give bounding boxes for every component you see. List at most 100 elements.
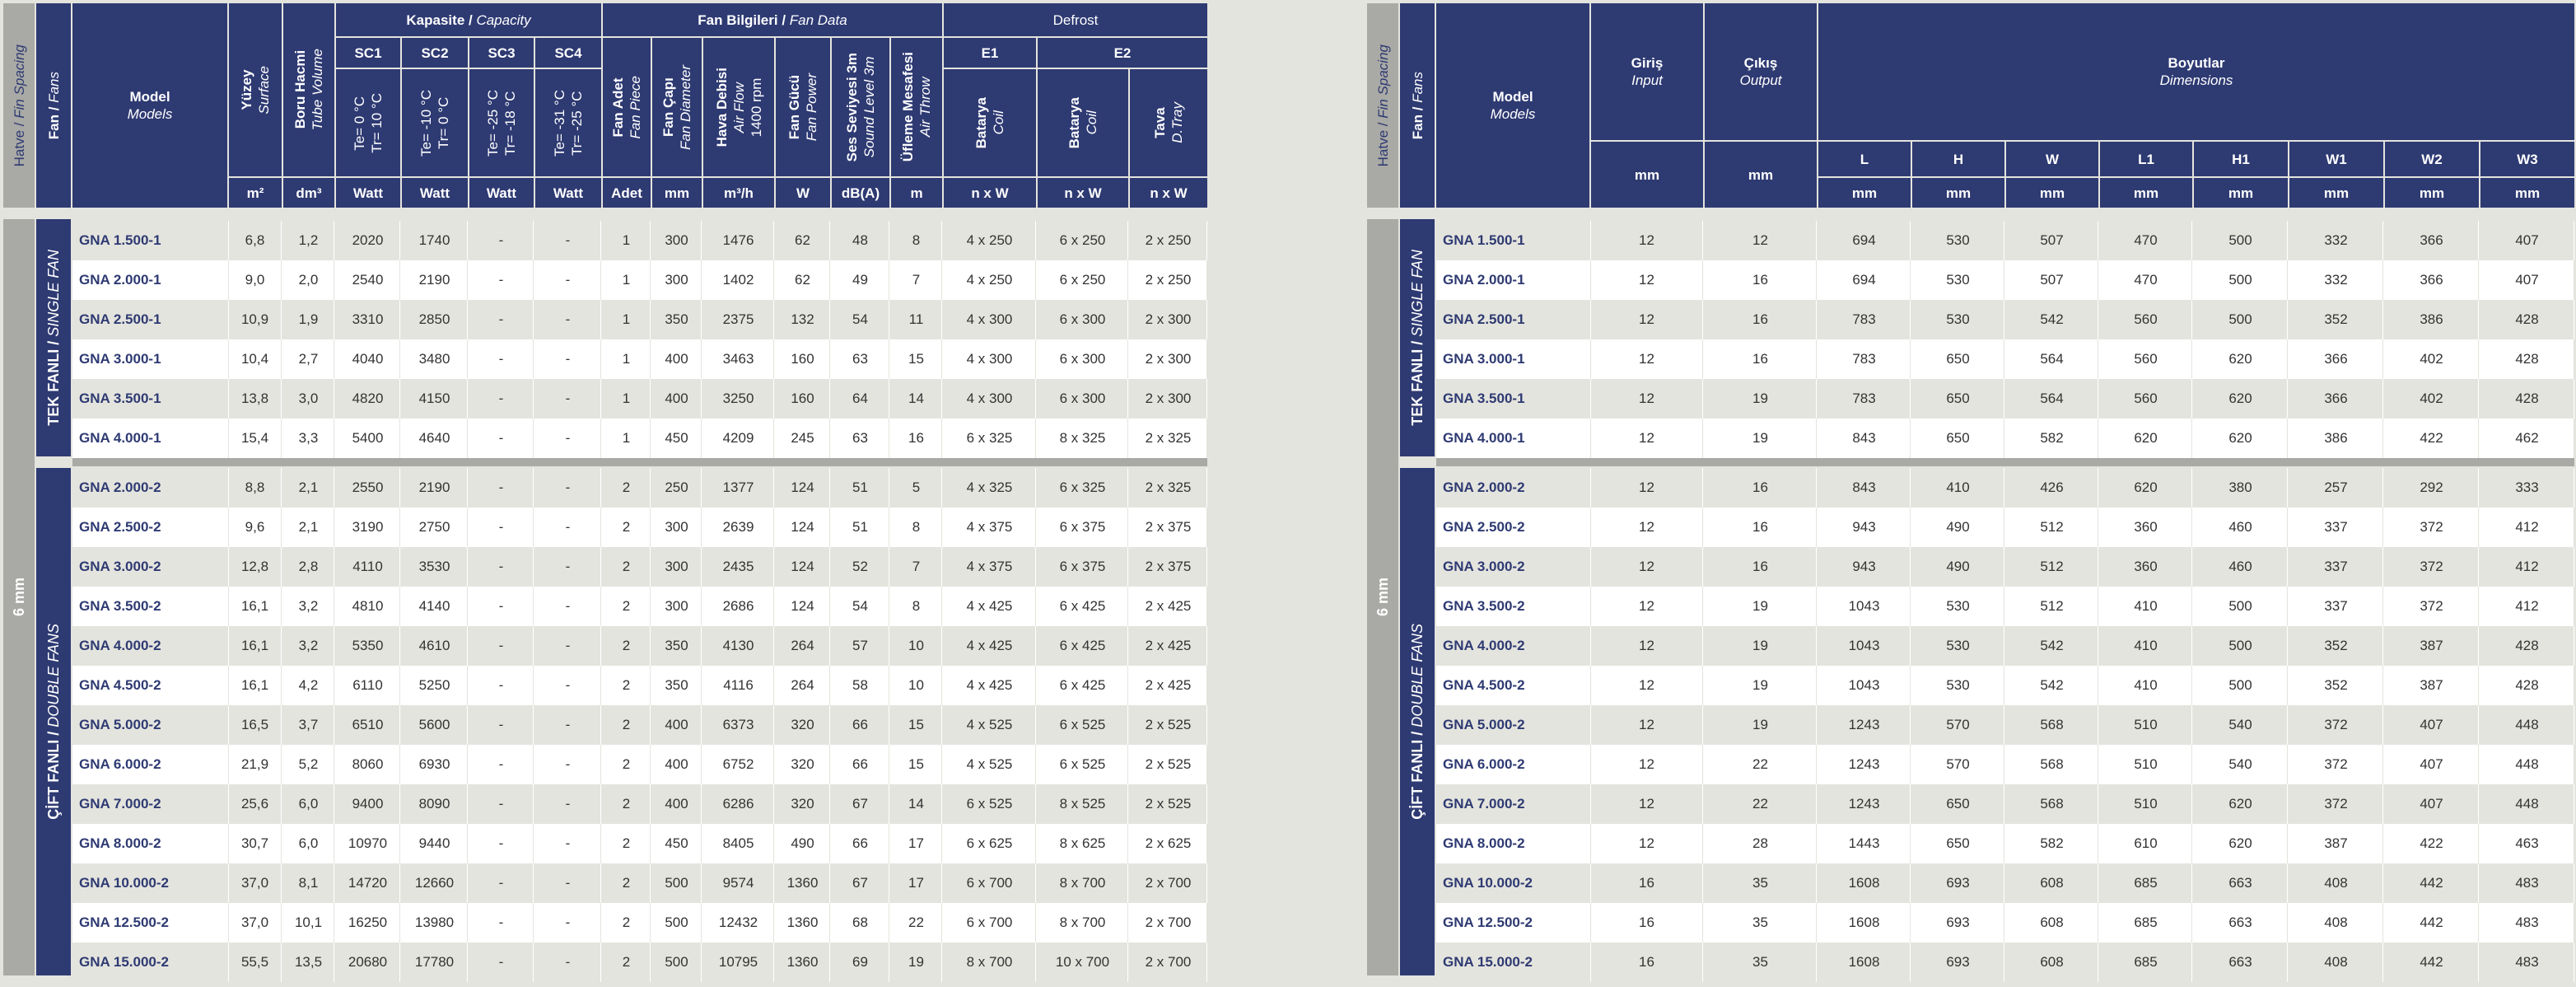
table-cell: 12: [1591, 300, 1703, 339]
unit-label: mm: [652, 178, 702, 208]
dimension-header: L: [1818, 142, 1911, 176]
table-cell: 124: [776, 508, 830, 547]
header-fans: Fan / Fans: [1400, 3, 1435, 208]
unit-label: mm: [1818, 178, 1911, 208]
table-cell: 2639: [703, 508, 774, 547]
table-cell: 25,6: [229, 784, 282, 824]
table-cell: 4140: [402, 587, 468, 626]
table-cell: 843: [1818, 419, 1911, 458]
table-cell: 6 x 300: [1038, 339, 1128, 379]
table-cell: 16,1: [229, 626, 282, 666]
table-row: GNA 5.000-2 16,5 3,7 6510 5600- -2 400 6373 320 6…: [72, 705, 1207, 745]
table-cell: 12: [1591, 221, 1703, 260]
table-cell: 37,0: [229, 903, 282, 943]
table-cell: 51: [832, 508, 889, 547]
table-cell: 5,2: [283, 745, 334, 784]
table-cell: 2190: [402, 260, 468, 300]
model-name: GNA 3.500-1: [72, 379, 229, 419]
header-model: Model Models: [1436, 3, 1589, 208]
table-cell: 620: [2100, 419, 2192, 458]
table-cell: 4810: [336, 587, 400, 626]
table-cell: 943: [1818, 547, 1911, 587]
table-cell: 5600: [402, 705, 468, 745]
unit-label: dm³: [283, 178, 334, 208]
table-cell: 2,8: [283, 547, 334, 587]
table-cell: -: [469, 419, 534, 458]
table-cell: 64: [832, 379, 889, 419]
table-cell: 4040: [336, 339, 400, 379]
table-cell: 12: [1591, 508, 1703, 547]
table-cell: 500: [2194, 587, 2288, 626]
table-cell: 19: [1705, 587, 1817, 626]
model-name: GNA 8.000-2: [1436, 824, 1591, 863]
model-name: GNA 4.000-2: [1436, 626, 1591, 666]
table-cell: 650: [1912, 419, 2004, 458]
table-cell: 19: [891, 943, 942, 982]
table-cell: -: [535, 547, 601, 587]
table-cell: 2 x 700: [1130, 863, 1207, 903]
table-cell: 428: [2480, 379, 2574, 419]
table-cell: 2190: [402, 468, 468, 508]
table-cell: 620: [2194, 824, 2288, 863]
table-cell: 3480: [402, 339, 468, 379]
table-cell: 4 x 525: [944, 705, 1036, 745]
table-cell: 500: [652, 903, 702, 943]
model-name: GNA 15.000-2: [72, 943, 229, 982]
table-cell: 2 x 250: [1130, 221, 1207, 260]
table-cell: 500: [652, 943, 702, 982]
table-row: GNA 7.000-2 12 22 1243 650 568 510 620 372 407 448: [1436, 784, 2574, 824]
unit-label: Watt: [535, 178, 601, 208]
table-row: GNA 12.500-2 16 35 1608 693 608 685 663 408 442 48…: [1436, 903, 2574, 943]
table-cell: -: [469, 943, 534, 982]
table-cell: 412: [2480, 587, 2574, 626]
table-cell: 2 x 525: [1130, 705, 1207, 745]
table-cell: 35: [1705, 863, 1817, 903]
table-cell: 300: [652, 221, 702, 260]
header-sc4: SC4: [535, 38, 601, 68]
table-cell: 650: [1912, 824, 2004, 863]
table-cell: 12,8: [229, 547, 282, 587]
table-cell: -: [469, 666, 534, 705]
table-cell: 68: [832, 903, 889, 943]
header-sc2: SC2: [402, 38, 468, 68]
table-cell: 69: [832, 943, 889, 982]
table-cell: 2 x 300: [1130, 300, 1207, 339]
table-cell: 6752: [703, 745, 774, 784]
table-cell: -: [535, 339, 601, 379]
table-cell: 530: [1912, 260, 2004, 300]
table-cell: 332: [2289, 260, 2383, 300]
table-cell: 11: [891, 300, 942, 339]
table-cell: 67: [832, 784, 889, 824]
table-cell: 54: [832, 300, 889, 339]
table-row: GNA 2.500-1 12 16 783 530 542 560 500 352 386 428: [1436, 300, 2574, 339]
table-cell: 483: [2480, 903, 2574, 943]
model-name: GNA 2.500-2: [1436, 508, 1591, 547]
model-name: GNA 6.000-2: [1436, 745, 1591, 784]
model-name: GNA 4.000-2: [72, 626, 229, 666]
table-cell: 332: [2289, 221, 2383, 260]
table-cell: 500: [2194, 300, 2288, 339]
table-cell: 6 x 700: [944, 863, 1036, 903]
table-cell: 8: [891, 508, 942, 547]
table-cell: -: [469, 784, 534, 824]
table-cell: 292: [2385, 468, 2479, 508]
table-cell: 463: [2480, 824, 2574, 863]
table-cell: 380: [2194, 468, 2288, 508]
table-cell: 360: [2100, 508, 2192, 547]
table-cell: 560: [2100, 379, 2192, 419]
table-cell: 422: [2385, 419, 2479, 458]
table-cell: 250: [652, 468, 702, 508]
table-row: GNA 8.000-2 30,7 6,0 10970 9440- -2 450 8405 490…: [72, 824, 1207, 863]
table-cell: 3310: [336, 300, 400, 339]
table-cell: 685: [2100, 863, 2192, 903]
table-cell: -: [535, 824, 601, 863]
model-name: GNA 4.500-2: [1436, 666, 1591, 705]
table-cell: 400: [652, 784, 702, 824]
model-name: GNA 8.000-2: [72, 824, 229, 863]
table-cell: 663: [2194, 943, 2288, 982]
table-cell: 530: [1912, 626, 2004, 666]
table-cell: 570: [1912, 705, 2004, 745]
table-cell: 6 x 375: [1038, 547, 1128, 587]
table-cell: 2 x 425: [1130, 666, 1207, 705]
table-cell: -: [469, 863, 534, 903]
